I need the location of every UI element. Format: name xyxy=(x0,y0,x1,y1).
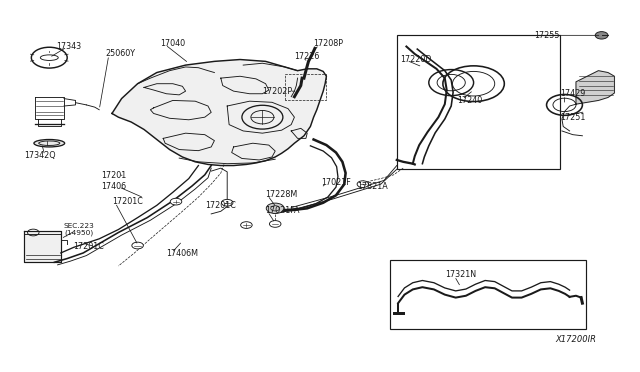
Circle shape xyxy=(221,199,233,206)
Text: 17208P: 17208P xyxy=(314,39,344,48)
Text: 17228M: 17228M xyxy=(266,190,298,199)
Text: 17251: 17251 xyxy=(560,113,586,122)
Text: 17240: 17240 xyxy=(458,96,483,105)
Text: 17429: 17429 xyxy=(560,89,586,98)
Text: 17202P: 17202P xyxy=(262,87,292,96)
Text: 17040: 17040 xyxy=(160,39,185,48)
Text: 17021F: 17021F xyxy=(321,178,351,187)
Text: 17226: 17226 xyxy=(294,52,320,61)
Text: 17201C: 17201C xyxy=(205,201,236,210)
Text: 17343: 17343 xyxy=(56,42,81,51)
Polygon shape xyxy=(576,71,614,104)
Text: 17342Q: 17342Q xyxy=(24,151,56,160)
Ellipse shape xyxy=(34,140,65,147)
Circle shape xyxy=(132,242,143,249)
Circle shape xyxy=(595,32,608,39)
Text: 17406M: 17406M xyxy=(166,249,198,258)
Polygon shape xyxy=(112,60,326,166)
Text: 17201: 17201 xyxy=(101,171,126,180)
Circle shape xyxy=(266,203,284,214)
Text: 17821A: 17821A xyxy=(357,182,388,191)
Text: 17021FA: 17021FA xyxy=(266,206,300,215)
Text: 17255: 17255 xyxy=(534,31,560,40)
Circle shape xyxy=(269,221,281,227)
Text: X17200IR: X17200IR xyxy=(556,335,596,344)
Circle shape xyxy=(241,222,252,228)
Text: 17201C: 17201C xyxy=(74,242,104,251)
Text: (14950): (14950) xyxy=(64,229,93,236)
Polygon shape xyxy=(24,231,61,262)
Text: 17201C: 17201C xyxy=(112,197,143,206)
Circle shape xyxy=(357,181,369,187)
Text: SEC.223: SEC.223 xyxy=(64,223,95,229)
Bar xyxy=(390,260,586,329)
Circle shape xyxy=(170,198,182,205)
Text: 17220D: 17220D xyxy=(400,55,431,64)
Text: 17321N: 17321N xyxy=(445,270,476,279)
Text: 17406: 17406 xyxy=(101,182,126,191)
Text: 25060Y: 25060Y xyxy=(106,49,136,58)
Bar xyxy=(397,35,560,169)
